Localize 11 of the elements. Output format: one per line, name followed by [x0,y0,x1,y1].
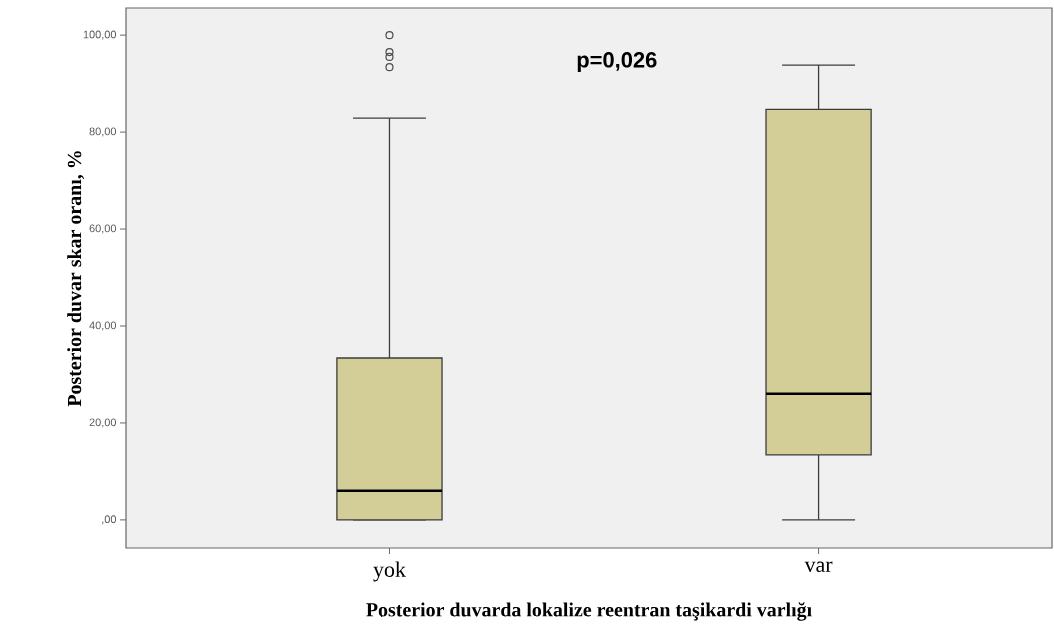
y-tick-label: 20,00 [89,418,117,428]
x-tick-label: var [804,561,833,573]
y-tick-label: 40,00 [89,321,117,331]
y-tick-label: 100,00 [83,30,117,40]
y-tick-label: ,00 [102,515,117,525]
annotation: p=0,026 [577,52,657,72]
x-axis-title: Posterior duvarda lokalize reentran taşikardi varlığı [366,602,812,621]
y-tick-label: 80,00 [89,127,117,137]
x-tick-label: yok [373,561,406,582]
y-axis-title: Posterior duvar skar oranı, % [67,151,85,407]
y-tick-label: 60,00 [89,224,117,234]
